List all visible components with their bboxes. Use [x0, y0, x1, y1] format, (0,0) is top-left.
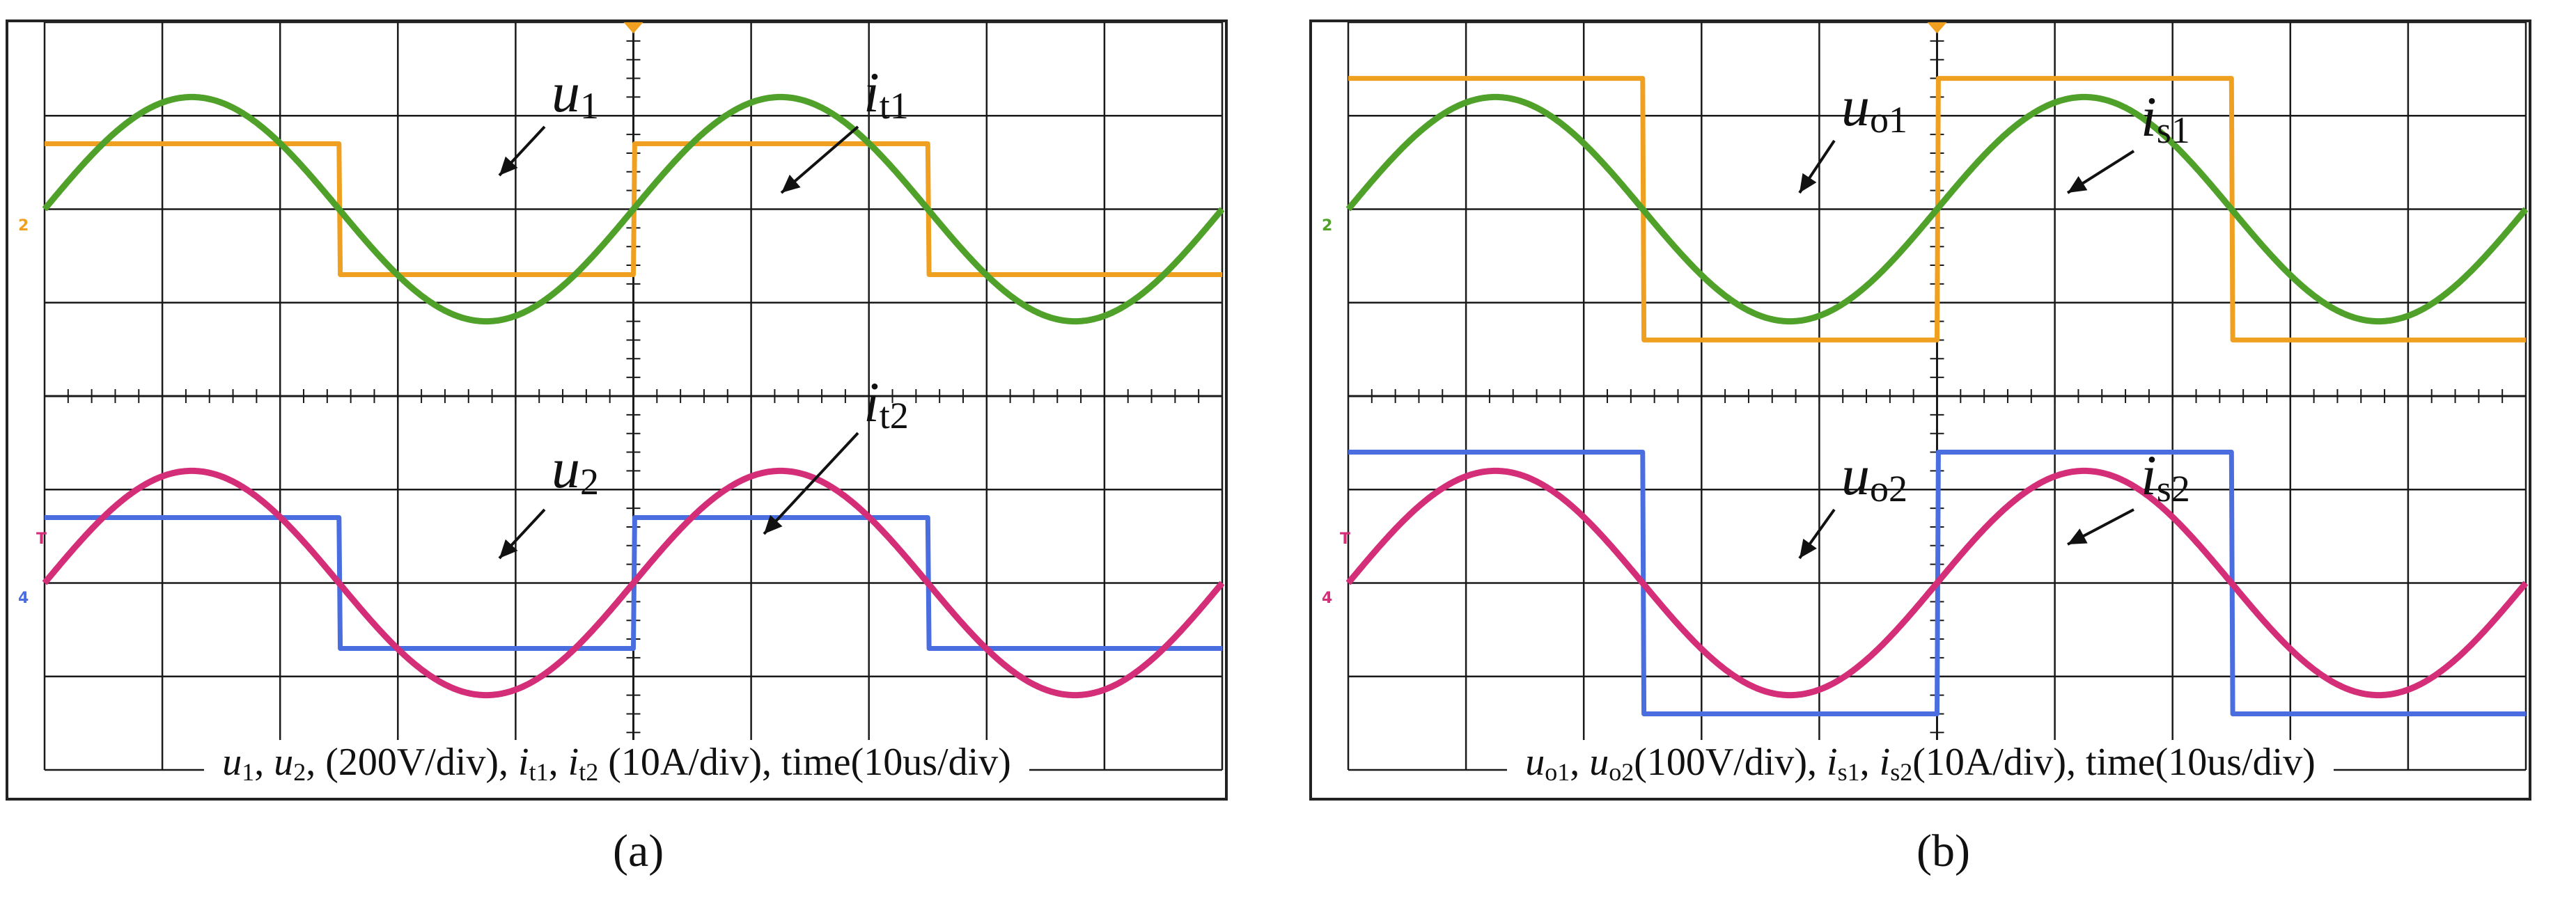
- waveform-u2: [43, 515, 1224, 651]
- label-is2: is2: [2141, 443, 2190, 510]
- trigger-marker-a: T: [36, 530, 47, 548]
- waveform-it1: [42, 93, 1225, 325]
- caption-b: uo1, uo2(100V/div), is1, is2(10A/div), t…: [1312, 740, 2529, 787]
- arrows-b: [1798, 139, 2135, 560]
- waveform-is1: [1345, 93, 2529, 325]
- label-it1: it1: [864, 61, 909, 127]
- annotation-arrowhead: [764, 514, 783, 534]
- waveform-is2: [1345, 467, 2529, 699]
- caption-text-b: uo1, uo2(100V/div), is1, is2(10A/div), t…: [1507, 740, 2334, 787]
- grid-a: [43, 22, 1224, 771]
- waveform-it2: [42, 467, 1225, 699]
- label-u2: u2: [552, 436, 599, 503]
- label-it2: it2: [864, 370, 909, 436]
- annotation-arrowhead: [1800, 538, 1817, 558]
- annotation-arrow: [763, 432, 859, 535]
- waveform-plot-a: [42, 22, 1225, 771]
- waveform-u1: [43, 141, 1224, 277]
- label-uo1: uo1: [1841, 74, 1907, 141]
- annotation-arrowhead: [1800, 173, 1817, 193]
- channel-marker-2-a: 2: [18, 217, 29, 235]
- caption-a: u1, u2, (200V/div), it1, it2 (10A/div), …: [8, 740, 1225, 787]
- arrows-a: [498, 125, 859, 560]
- annotation-arrowhead: [2068, 528, 2088, 544]
- waveform-plot-b: [1345, 22, 2529, 771]
- annotation-arrowhead: [781, 174, 801, 193]
- caption-text-a: u1, u2, (200V/div), it1, it2 (10A/div), …: [204, 740, 1029, 787]
- oscilloscope-screen-b: uo1 is1 uo2 is2 2 T 4 uo1, uo2(100V/div)…: [1309, 19, 2531, 801]
- annotation-arrowhead: [499, 156, 518, 175]
- waveforms-a: [42, 93, 1225, 699]
- oscilloscope-screen-a: u1 it1 u2 it2 2 T 4 u1, u2, (200V/div), …: [6, 19, 1228, 801]
- channel-marker-2-b: 2: [1322, 217, 1333, 235]
- label-u1: u1: [552, 61, 599, 127]
- annotation-arrowhead: [2068, 175, 2088, 193]
- trigger-position-marker: [623, 22, 643, 33]
- channel-marker-4-b: 4: [1322, 590, 1333, 607]
- panel-label-b: (b): [1917, 826, 1970, 876]
- label-is1: is1: [2141, 85, 2190, 151]
- panel-label-a: (a): [613, 826, 664, 876]
- trigger-position-marker: [1927, 22, 1947, 33]
- waveforms-b: [1345, 76, 2529, 716]
- trigger-marker-b: T: [1340, 530, 1351, 548]
- channel-marker-4-a: 4: [18, 590, 29, 607]
- waveform-uo2: [1347, 450, 2527, 716]
- annotation-arrowhead: [499, 539, 518, 558]
- waveform-uo1: [1347, 76, 2527, 342]
- label-uo2: uo2: [1841, 443, 1907, 510]
